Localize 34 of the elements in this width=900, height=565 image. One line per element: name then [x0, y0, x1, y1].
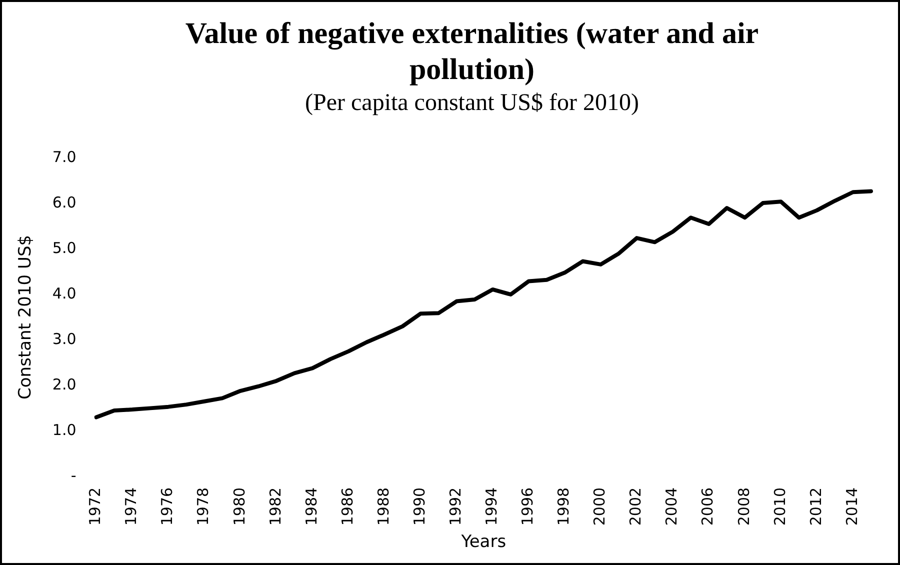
x-tick-label: 1996: [518, 487, 537, 526]
y-tick-label: 6.0: [52, 193, 76, 212]
x-tick-label: 1994: [482, 487, 501, 526]
x-tick-label: 2006: [698, 487, 717, 526]
x-tick-label: 2008: [734, 487, 753, 526]
x-tick-label: 1988: [374, 487, 392, 526]
x-tick-label: 1980: [230, 487, 248, 526]
chart-subtitle: (Per capita constant US$ for 2010): [304, 90, 640, 117]
y-tick-label: 7.0: [52, 148, 76, 166]
x-tick-label: 1986: [338, 487, 356, 526]
x-tick-label: 1978: [194, 487, 212, 526]
y-tick-label: 2.0: [52, 375, 76, 394]
x-tick-label: 1974: [122, 487, 140, 526]
y-tick-label: 5.0: [52, 238, 76, 257]
x-tick-label: 1990: [410, 487, 428, 526]
x-tick-label: 2014: [842, 487, 861, 526]
x-tick-label: 1972: [86, 487, 104, 526]
x-tick-label: 1998: [554, 487, 573, 526]
x-tick-label: 2012: [806, 487, 825, 526]
x-tick-label: 1982: [266, 487, 284, 526]
y-tick-label: -: [70, 466, 76, 484]
x-tick-label: 1992: [446, 487, 464, 526]
y-tick-label: 1.0: [52, 420, 76, 439]
x-tick-label: 2002: [626, 487, 645, 526]
x-tick-label: 1976: [158, 487, 176, 526]
chart-title: Value of negative externalities (water and air pollution): [184, 16, 760, 88]
y-tick-label: 3.0: [52, 330, 76, 348]
x-tick-label: 2010: [770, 487, 789, 526]
y-tick-label: 4.0: [52, 284, 76, 302]
x-axis-title: Years: [460, 532, 506, 552]
x-tick-label: 2004: [662, 487, 681, 526]
y-axis-title: Constant 2010 US$: [16, 234, 36, 400]
x-tick-label: 2000: [590, 487, 609, 526]
x-tick-label: 1984: [302, 487, 320, 526]
